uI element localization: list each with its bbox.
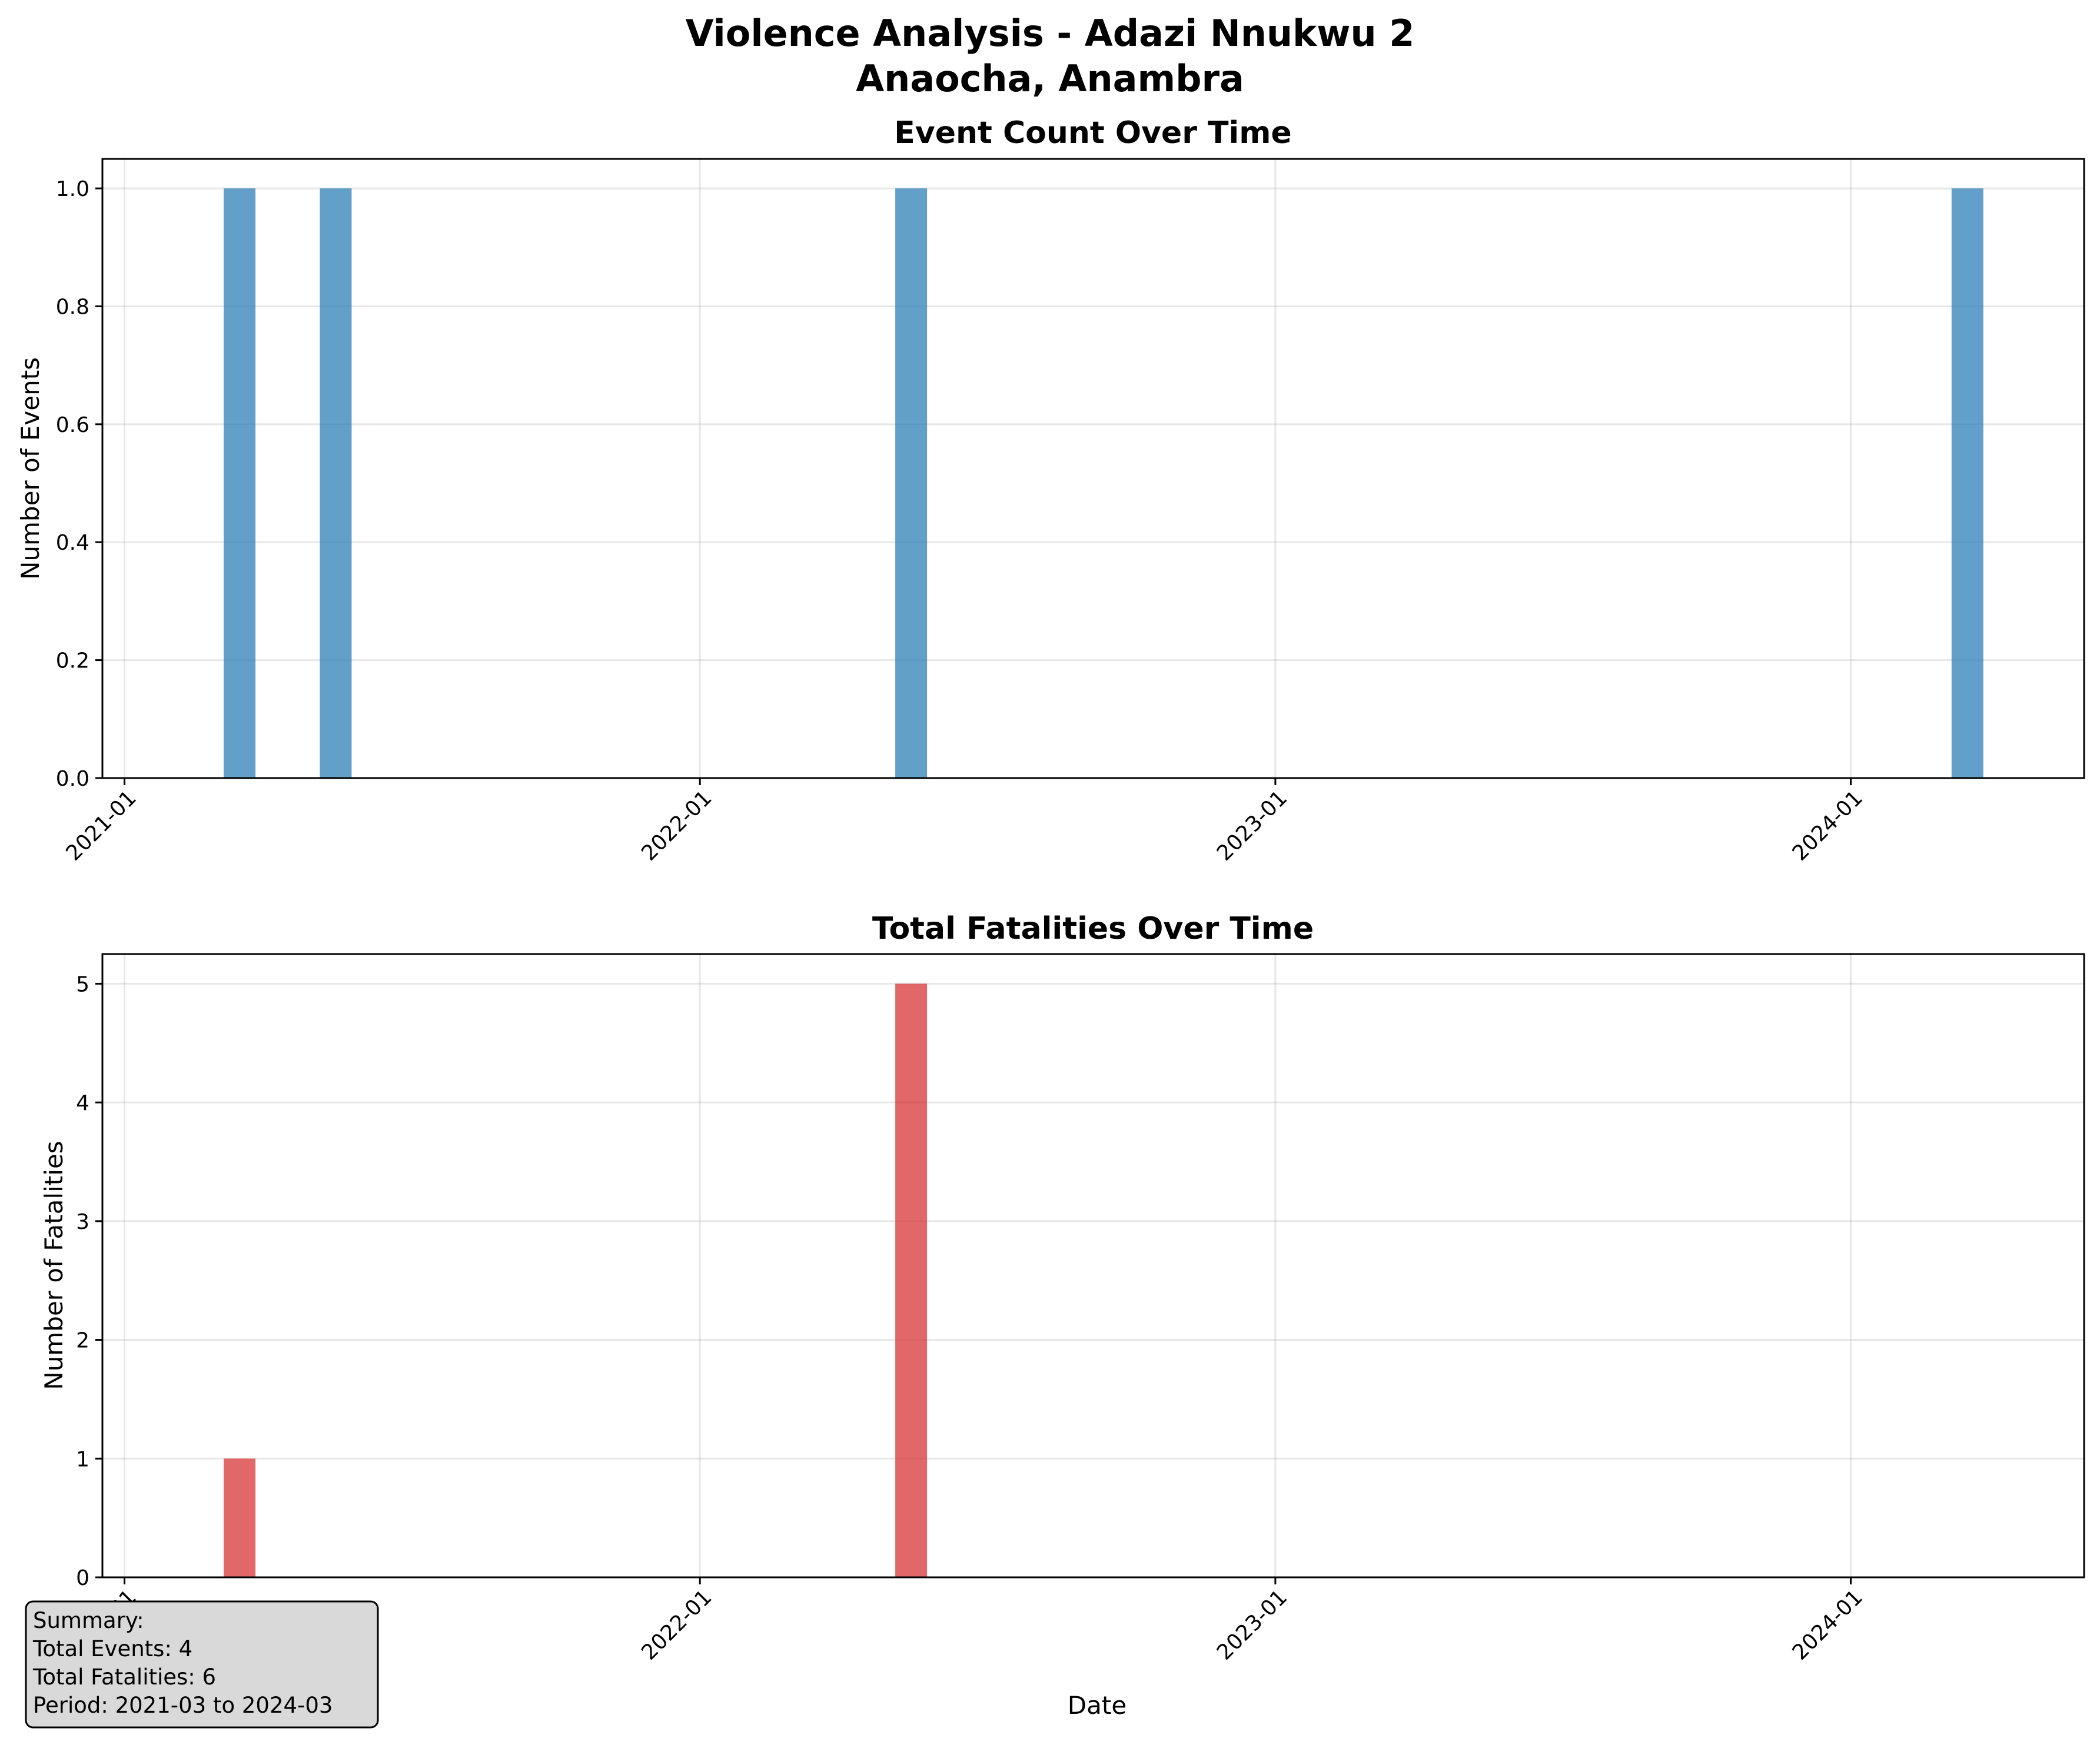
fatalities-axes-frame [101, 953, 2085, 1579]
events-y-tick-label: 0.0 [56, 767, 89, 791]
summary-box-background [25, 1600, 379, 1729]
fatalities-y-tick-label: 2 [76, 1329, 89, 1353]
events-y-tick-label: 0.8 [56, 295, 89, 319]
fatalities-y-axis: 0 1 2 3 4 5 [76, 972, 102, 1590]
events-y-axis: 0.0 0.2 0.4 0.6 0.8 1.0 [56, 177, 102, 791]
fatalities-y-axis-label: Number of Fatalities [39, 1141, 68, 1390]
events-bar [895, 188, 928, 779]
summary-box: Summary: Total Events: 4 Total Fatalitie… [25, 1600, 379, 1729]
events-y-axis-label: Number of Events [16, 357, 45, 580]
fatalities-chart-title: Total Fatalities Over Time [872, 911, 1314, 946]
events-y-tick-label: 1.0 [56, 177, 89, 201]
summary-period: Period: 2021-03 to 2024-03 [33, 1693, 333, 1718]
events-bars [224, 188, 1983, 779]
events-axes-frame [101, 158, 2085, 779]
summary-label: Summary: [33, 1608, 144, 1633]
events-bar [1951, 188, 1983, 779]
fatalities-y-tick-label: 1 [76, 1447, 89, 1471]
figure-title-line1: Violence Analysis - Adazi Nnukwu 2 [686, 12, 1415, 55]
events-y-tick-label: 0.4 [56, 531, 89, 555]
fatalities-y-tick-label: 3 [76, 1210, 89, 1234]
events-y-tick-label: 0.6 [56, 413, 89, 437]
fatalities-bars [224, 983, 928, 1577]
fatalities-y-tick-label: 4 [76, 1091, 89, 1115]
events-bar [224, 188, 256, 779]
events-y-tick-label: 0.2 [56, 649, 89, 673]
fatalities-y-tick-label: 5 [76, 972, 89, 996]
summary-total-events: Total Events: 4 [32, 1636, 192, 1661]
fatalities-y-tick-label: 0 [76, 1566, 89, 1590]
summary-total-fatalities: Total Fatalities: 6 [32, 1664, 216, 1690]
fatalities-x-axis-label: Date [1068, 1691, 1127, 1720]
figure-title-line2: Anaocha, Anambra [856, 57, 1244, 100]
events-bar [320, 188, 352, 779]
fatalities-bar [224, 1458, 256, 1577]
events-chart: 0.00.20.40.60.81.0 2021-01 2022-01 2023-01… [16, 115, 2085, 866]
fatalities-bar [895, 983, 928, 1577]
events-chart-title: Event Count Over Time [894, 115, 1291, 151]
